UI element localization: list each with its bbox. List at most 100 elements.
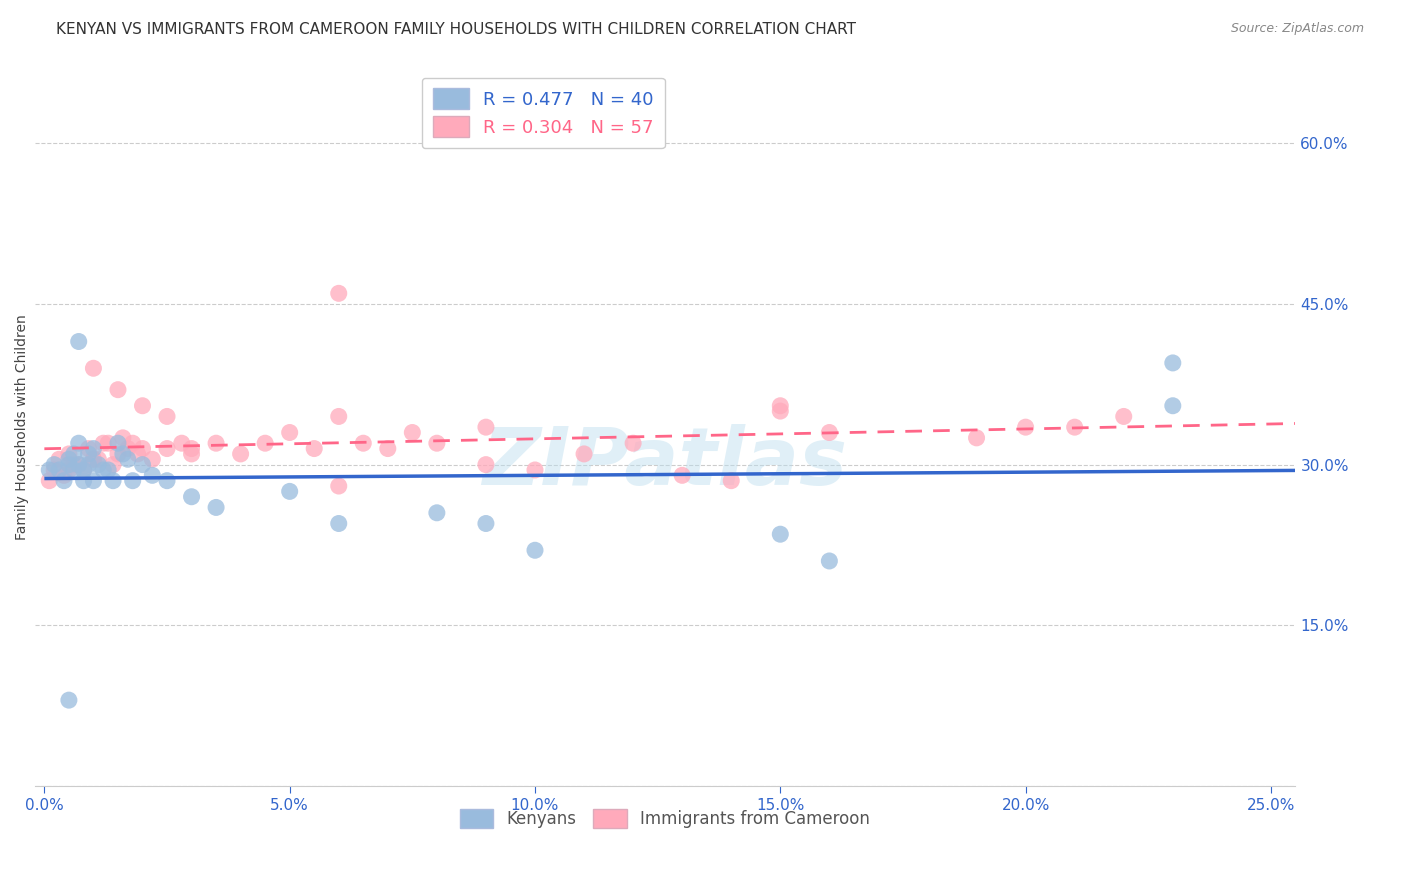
Point xyxy=(127,447,149,461)
Point xyxy=(91,436,114,450)
Point xyxy=(671,468,693,483)
Point xyxy=(53,468,76,483)
Point xyxy=(229,447,252,461)
Point xyxy=(44,463,66,477)
Point xyxy=(170,436,193,450)
Point xyxy=(278,425,301,440)
Point xyxy=(1063,420,1085,434)
Point xyxy=(44,458,66,472)
Point xyxy=(87,458,110,472)
Point xyxy=(77,458,100,472)
Y-axis label: Family Households with Children: Family Households with Children xyxy=(15,314,30,540)
Point xyxy=(53,474,76,488)
Point xyxy=(58,463,80,477)
Point xyxy=(67,334,90,349)
Point xyxy=(117,452,139,467)
Point xyxy=(72,463,94,477)
Point xyxy=(48,452,70,467)
Point xyxy=(62,458,84,472)
Legend: Kenyans, Immigrants from Cameroon: Kenyans, Immigrants from Cameroon xyxy=(453,802,876,835)
Point xyxy=(97,436,120,450)
Point xyxy=(328,409,350,424)
Text: ZIPatlas: ZIPatlas xyxy=(482,424,848,502)
Point xyxy=(524,543,547,558)
Point xyxy=(77,447,100,461)
Point xyxy=(156,474,179,488)
Point xyxy=(769,404,792,418)
Point xyxy=(91,463,114,477)
Point xyxy=(67,436,90,450)
Point xyxy=(328,479,350,493)
Point xyxy=(205,436,228,450)
Point xyxy=(524,463,547,477)
Point xyxy=(180,442,202,456)
Point xyxy=(101,474,124,488)
Point xyxy=(101,458,124,472)
Point xyxy=(180,490,202,504)
Point xyxy=(72,474,94,488)
Point xyxy=(1014,420,1036,434)
Point xyxy=(38,463,60,477)
Point xyxy=(107,436,129,450)
Point xyxy=(377,442,399,456)
Point xyxy=(77,442,100,456)
Point xyxy=(302,442,325,456)
Point xyxy=(621,436,644,450)
Point xyxy=(82,442,104,456)
Point xyxy=(141,468,163,483)
Point xyxy=(111,431,134,445)
Point xyxy=(156,442,179,456)
Point xyxy=(111,447,134,461)
Point xyxy=(818,554,841,568)
Point xyxy=(82,474,104,488)
Point xyxy=(82,452,104,467)
Point xyxy=(58,458,80,472)
Point xyxy=(48,463,70,477)
Point xyxy=(62,447,84,461)
Point xyxy=(38,474,60,488)
Point xyxy=(278,484,301,499)
Point xyxy=(107,383,129,397)
Point xyxy=(1112,409,1135,424)
Point xyxy=(156,409,179,424)
Point xyxy=(572,447,595,461)
Point xyxy=(769,399,792,413)
Point xyxy=(82,361,104,376)
Point xyxy=(131,458,153,472)
Text: Source: ZipAtlas.com: Source: ZipAtlas.com xyxy=(1230,22,1364,36)
Point xyxy=(475,420,498,434)
Point xyxy=(107,447,129,461)
Point xyxy=(426,506,449,520)
Point xyxy=(818,425,841,440)
Point xyxy=(1161,399,1184,413)
Point xyxy=(131,442,153,456)
Point xyxy=(62,463,84,477)
Point xyxy=(131,399,153,413)
Point xyxy=(426,436,449,450)
Point xyxy=(141,452,163,467)
Text: KENYAN VS IMMIGRANTS FROM CAMEROON FAMILY HOUSEHOLDS WITH CHILDREN CORRELATION C: KENYAN VS IMMIGRANTS FROM CAMEROON FAMIL… xyxy=(56,22,856,37)
Point xyxy=(352,436,374,450)
Point xyxy=(121,474,143,488)
Point xyxy=(205,500,228,515)
Point xyxy=(117,442,139,456)
Point xyxy=(97,463,120,477)
Point xyxy=(58,452,80,467)
Point xyxy=(72,463,94,477)
Point xyxy=(328,516,350,531)
Point xyxy=(121,436,143,450)
Point xyxy=(475,516,498,531)
Point xyxy=(254,436,277,450)
Point xyxy=(58,447,80,461)
Point xyxy=(720,474,742,488)
Point xyxy=(67,458,90,472)
Point xyxy=(475,458,498,472)
Point xyxy=(769,527,792,541)
Point xyxy=(87,452,110,467)
Point xyxy=(966,431,988,445)
Point xyxy=(1161,356,1184,370)
Point xyxy=(328,286,350,301)
Point xyxy=(58,693,80,707)
Point xyxy=(180,447,202,461)
Point xyxy=(82,452,104,467)
